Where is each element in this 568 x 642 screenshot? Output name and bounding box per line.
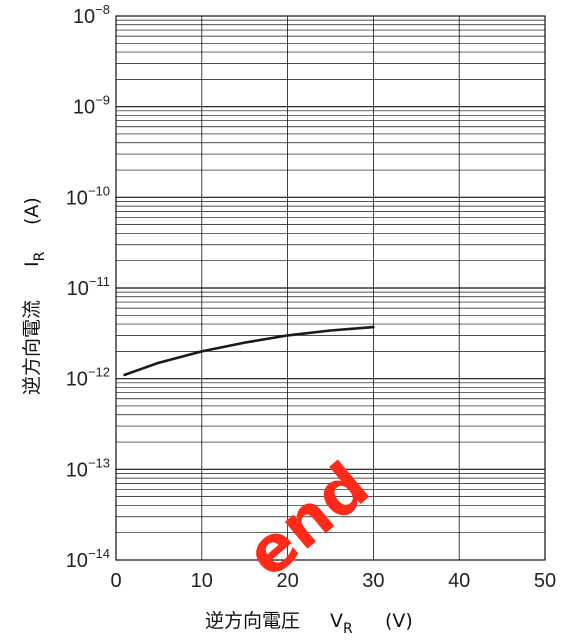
y-tick-label: 10−13 xyxy=(66,455,110,481)
series-line xyxy=(123,325,375,377)
x-tick-label: 20 xyxy=(276,570,298,592)
y-tick-label: 10−11 xyxy=(67,274,110,300)
y-axis-title-unit: (A) xyxy=(21,197,43,225)
y-tick-label: 10−10 xyxy=(66,183,110,209)
grid xyxy=(116,16,545,560)
y-axis-title: 逆方向電流 IR (A) xyxy=(21,197,48,395)
watermark-text: end xyxy=(233,449,384,592)
x-tick-label: 0 xyxy=(110,570,121,592)
y-axis-title-var: IR xyxy=(21,251,48,267)
y-tick-labels: 10−8 10−9 10−10 10−11 10−12 10−13 10−14 xyxy=(66,2,110,572)
x-tick-label: 10 xyxy=(191,570,213,592)
y-tick-label: 10−12 xyxy=(66,365,110,391)
watermark: end xyxy=(233,449,384,592)
x-tick-label: 40 xyxy=(448,570,470,592)
x-tick-labels: 0 10 20 30 40 50 xyxy=(110,570,556,592)
y-axis-title-main: 逆方向電流 xyxy=(21,300,43,395)
x-axis-title-main: 逆方向電圧 xyxy=(205,610,300,632)
y-tick-label: 10−9 xyxy=(73,93,110,119)
y-tick-label: 10−8 xyxy=(73,2,110,28)
x-tick-label: 30 xyxy=(362,570,384,592)
x-axis-title: 逆方向電圧 VR (V) xyxy=(205,610,413,637)
x-axis-title-unit: (V) xyxy=(385,610,413,632)
x-axis-title-var: VR xyxy=(330,610,353,637)
series-layer xyxy=(123,325,375,377)
y-tick-label: 10−14 xyxy=(66,546,110,572)
x-tick-label: 50 xyxy=(534,570,556,592)
plot-frame xyxy=(115,15,546,561)
